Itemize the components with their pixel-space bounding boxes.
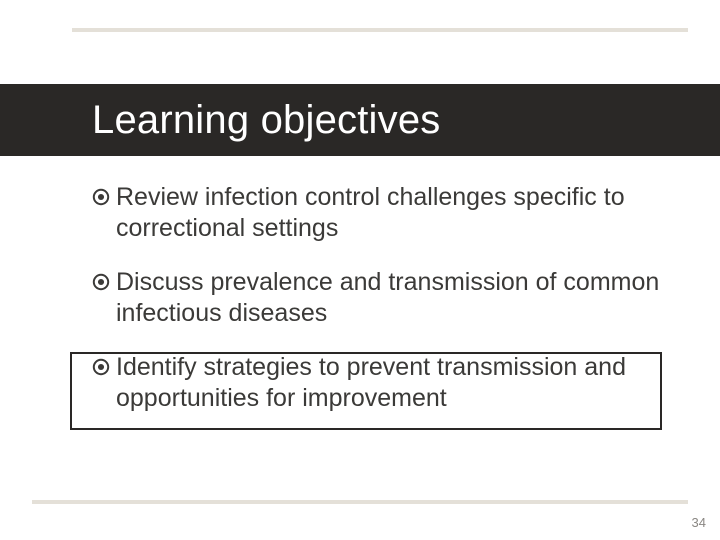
bullet-text: Identify strategies to prevent transmiss… xyxy=(116,352,660,413)
bullet-text: Review infection control challenges spec… xyxy=(116,182,660,243)
slide-title: Learning objectives xyxy=(92,98,440,143)
bullet-icon xyxy=(92,188,110,206)
bullet-icon xyxy=(92,273,110,291)
list-item: Identify strategies to prevent transmiss… xyxy=(92,352,660,413)
bullet-text: Discuss prevalence and transmission of c… xyxy=(116,267,660,328)
title-bar: Learning objectives xyxy=(0,84,720,156)
bullet-icon xyxy=(92,358,110,376)
slide: Learning objectives Review infection con… xyxy=(0,0,720,540)
content-area: Review infection control challenges spec… xyxy=(92,182,660,437)
page-number: 34 xyxy=(692,515,706,530)
list-item: Discuss prevalence and transmission of c… xyxy=(92,267,660,328)
top-divider xyxy=(72,28,688,32)
bottom-divider xyxy=(32,500,688,504)
list-item: Review infection control challenges spec… xyxy=(92,182,660,243)
